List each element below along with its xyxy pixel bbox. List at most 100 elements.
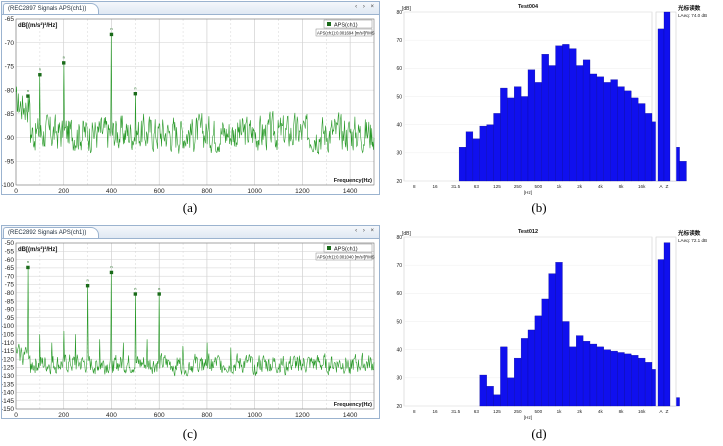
band-bar (644, 362, 653, 407)
peak-marker (109, 270, 114, 275)
band-bar (541, 298, 549, 407)
x-tick-label: 63 (474, 409, 480, 414)
band-bar (514, 357, 522, 407)
x-tick-label: 0 (14, 188, 18, 194)
x-tick-label: 2k (577, 184, 583, 189)
band-bar (500, 87, 508, 182)
band-bar (541, 54, 549, 182)
legend-info-box (315, 28, 373, 37)
y-tick-label: 80 (396, 235, 402, 241)
x-tick-label: 400 (106, 412, 117, 418)
y-tick-label: -80 (5, 87, 15, 94)
x-tick-label: 31.5 (451, 409, 460, 414)
band-bar (569, 346, 577, 407)
overall-label: Z (666, 409, 669, 415)
y-tick-label: -50 (5, 240, 15, 247)
x-tick-label: 1400 (343, 188, 358, 194)
y-tick-label: -110 (2, 340, 14, 347)
band-bar (507, 97, 515, 182)
peak-marker (26, 265, 30, 270)
x-axis-label: [Hz] (524, 415, 532, 420)
overall-label: A (659, 409, 663, 415)
peak-marker-tag: n (110, 26, 112, 31)
window-controls-a[interactable]: ‹ › × (355, 4, 376, 10)
y-tick-label: -105 (2, 332, 14, 339)
x-tick-label: 1k (557, 409, 563, 414)
band-bar (507, 377, 515, 407)
x-tick-label: 8k (619, 184, 625, 189)
octave-window-d: 20 30 40 50 60 70 80 [dB] Test012 8 16 31.5 63 125 250… (394, 226, 723, 421)
x-tick-label: 2k (577, 409, 583, 414)
x-tick-label: 200 (58, 412, 69, 418)
caption-d: (d) (531, 426, 547, 441)
peak-marker-tag: n (158, 286, 160, 291)
x-axis-label: Frequency(Hz) (334, 402, 372, 408)
band-bar (548, 273, 556, 407)
legend-info: APS(ch1):0.001694 [m/s²]RMS (317, 30, 375, 35)
x-tick-label: 1200 (295, 412, 310, 418)
band-bar (582, 341, 591, 407)
y-tick-label: 60 (396, 291, 402, 297)
legend-label: APS(ch1) (334, 22, 358, 28)
y-tick-label: 70 (396, 38, 402, 44)
peak-marker-tag: n (86, 278, 88, 283)
y-tick-label: 50 (396, 319, 402, 325)
window-controls-c[interactable]: ‹ › × (355, 228, 376, 234)
caption-b: (b) (531, 200, 547, 215)
legend-info: APS(ch1):0.001040 [m/s²]RMS (317, 254, 375, 259)
peak-marker-tag: n (134, 86, 136, 91)
chart-title: Test004 (518, 4, 539, 10)
y-tick-label: -85 (5, 111, 15, 118)
x-tick-label: 16k (638, 184, 646, 189)
band-bar (514, 86, 522, 182)
y-tick-label: 40 (396, 122, 402, 128)
readout-title: 光标读数 (677, 229, 701, 237)
band-bar (465, 131, 474, 182)
y-axis-label: [dB] (402, 231, 412, 237)
x-tick-label: 1k (557, 184, 563, 189)
x-tick-label: 1000 (247, 188, 262, 194)
band-bar (638, 357, 646, 407)
tab-bar-a: (REC2897 Signals APS(ch1)) ‹ › × (2, 2, 379, 15)
tab-spectrum-a[interactable]: (REC2897 Signals APS(ch1)) (3, 3, 100, 14)
tab-spectrum-c[interactable]: (REC2892 Signals APS(ch1)) (3, 227, 100, 238)
legend-label: APS(ch1) (334, 246, 358, 252)
readout-title: 光标读数 (677, 4, 701, 12)
band-bar (500, 346, 508, 407)
legend-box (323, 19, 373, 29)
band-bar (624, 353, 632, 407)
caption-c: (c) (182, 426, 198, 441)
x-tick-label: 125 (493, 184, 501, 189)
band-bar (576, 65, 584, 182)
peak-marker (38, 73, 42, 77)
x-tick-label: 500 (534, 409, 542, 414)
overall-bar (663, 11, 671, 182)
peak-marker (26, 94, 30, 98)
y-tick-label: -80 (5, 290, 15, 297)
y-tick-label: -55 (5, 249, 15, 256)
x-tick-label: 4k (598, 409, 604, 414)
band-bar (596, 76, 604, 182)
band-bar (520, 96, 529, 182)
x-axis-label: Frequency(Hz) (334, 178, 372, 184)
x-tick-label: 4k (598, 184, 604, 189)
overall-bar (657, 28, 665, 182)
y-axis-label: dB[(m/s²)²/Hz] (18, 246, 57, 253)
band-bar (562, 44, 570, 182)
y-tick-label: -145 (2, 398, 14, 405)
band-bar (589, 73, 598, 182)
y-tick-label: -70 (5, 273, 15, 280)
y-tick-label: 20 (396, 404, 402, 410)
band-bar (472, 138, 480, 182)
plot-area (15, 242, 375, 410)
band-bar (562, 321, 570, 407)
spectrum-window-c: (REC2892 Signals APS(ch1)) ‹ › × 0 200 400… (1, 225, 380, 419)
band-bar (638, 103, 646, 182)
x-tick-label: 63 (474, 184, 480, 189)
band-bar (555, 45, 563, 182)
band-bar (493, 394, 501, 407)
band-bar (486, 124, 494, 182)
band-bar (610, 350, 618, 407)
series-line (15, 266, 375, 377)
x-tick-label: 16 (432, 409, 438, 414)
